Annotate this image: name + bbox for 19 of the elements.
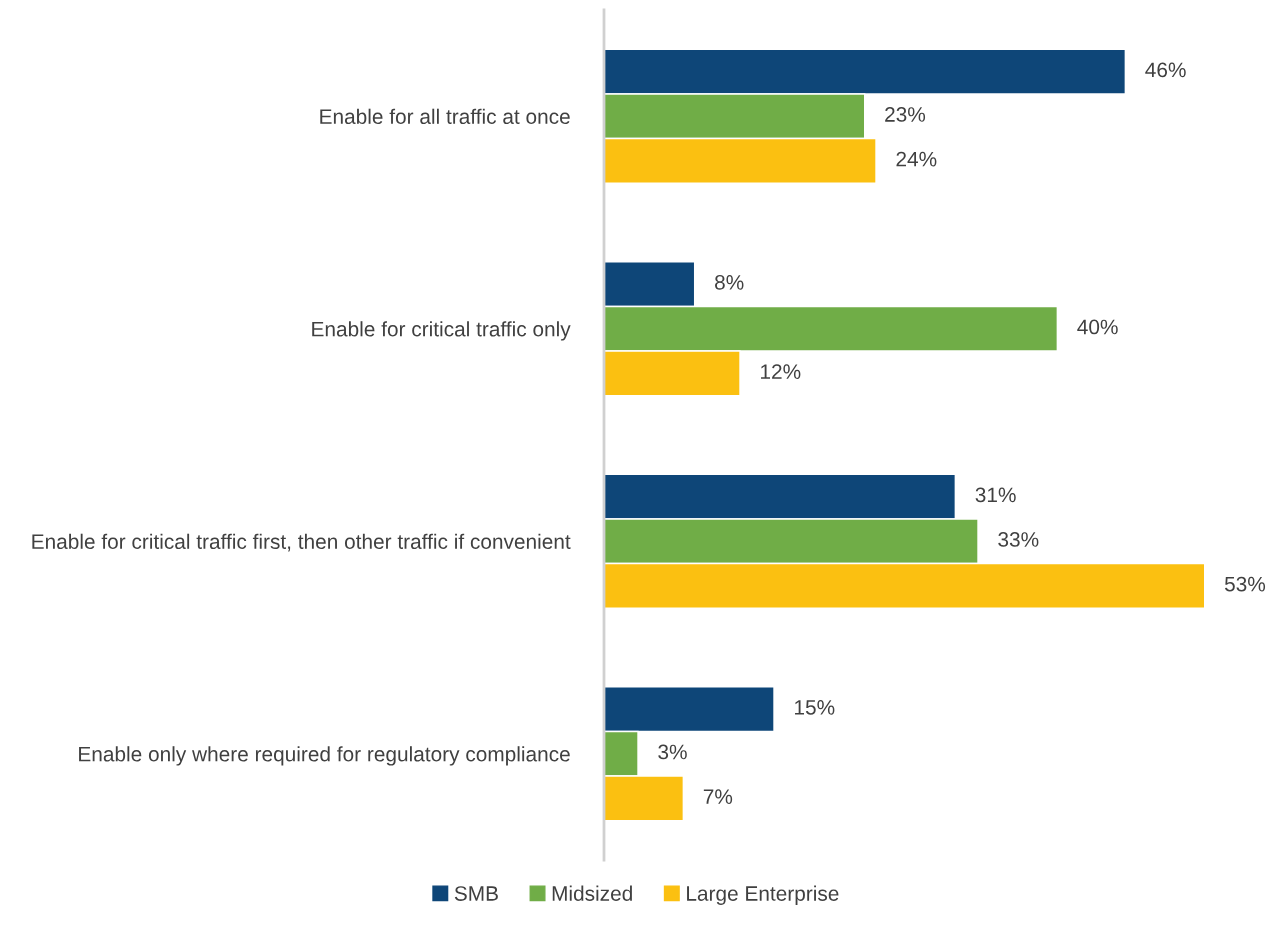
data-label: 15%: [795, 700, 835, 715]
data-label: 23%: [885, 107, 926, 122]
data-label: 3%: [658, 744, 687, 760]
data-label: 8%: [715, 274, 744, 290]
data-label: 46%: [1145, 62, 1186, 78]
y-tick-label: Enable for all traffic at once: [320, 108, 570, 124]
data-label: 33%: [998, 532, 1039, 547]
y-tick-label: Enable only where required for regulatory compliance: [79, 746, 570, 766]
data-label: 24%: [896, 151, 937, 167]
data-label: 12%: [761, 364, 801, 379]
data-label: 40%: [1077, 319, 1118, 335]
data-label: 53%: [1224, 576, 1266, 592]
legend-label: Midsized: [552, 885, 632, 901]
legend-label: Large Enterprise: [687, 885, 839, 905]
y-tick-label: Enable for critical traffic first, then other traffic if convenient: [32, 533, 571, 552]
legend-label: SMB: [454, 886, 498, 901]
y-tick-label: Enable for critical traffic only: [312, 321, 571, 341]
data-label: 7%: [703, 789, 733, 804]
data-label: 31%: [975, 487, 1016, 503]
